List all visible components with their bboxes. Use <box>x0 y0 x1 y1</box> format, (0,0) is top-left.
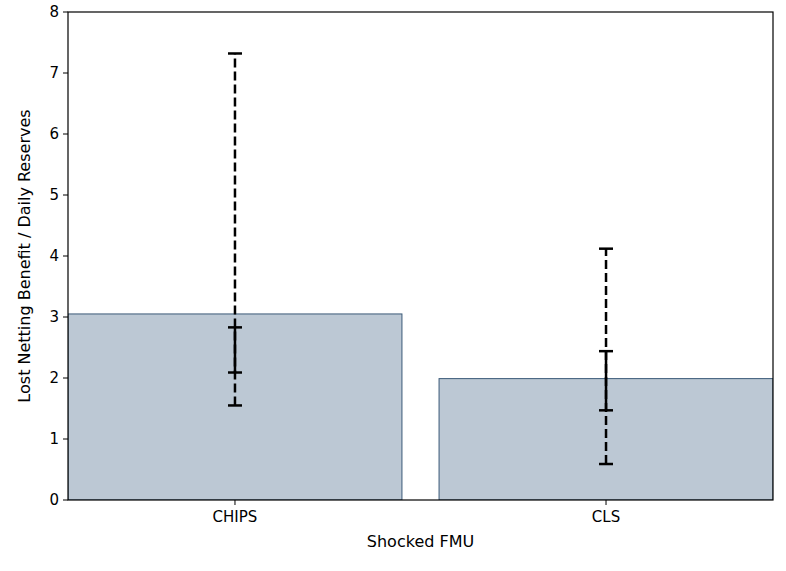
plot-frame <box>68 12 773 500</box>
inner-error-bar <box>228 327 242 372</box>
x-axis-label: Shocked FMU <box>367 532 474 551</box>
y-tick <box>63 378 68 379</box>
plot-area <box>68 53 773 500</box>
outer-error-bar <box>228 53 242 405</box>
y-tick-label: 2 <box>49 369 59 387</box>
y-tick-label: 3 <box>49 308 59 326</box>
y-tick <box>63 195 68 196</box>
y-tick <box>63 317 68 318</box>
x-tick <box>606 500 607 505</box>
inner-error-bar <box>599 351 613 410</box>
y-tick-label: 6 <box>49 125 59 143</box>
y-tick <box>63 12 68 13</box>
y-tick-label: 0 <box>49 491 59 509</box>
y-tick-label: 1 <box>49 430 59 448</box>
y-tick <box>63 500 68 501</box>
y-tick <box>63 256 68 257</box>
chart: 0 1 2 3 4 5 6 7 8 CHIPS CLS Shocked FMU Lost Netting… <box>0 0 786 571</box>
y-tick-label: 7 <box>49 64 59 82</box>
outer-error-bar <box>599 249 613 464</box>
x-tick-label: CHIPS <box>213 508 258 526</box>
y-tick <box>63 73 68 74</box>
y-tick-label: 4 <box>49 247 59 265</box>
y-tick-label: 8 <box>49 3 59 21</box>
x-tick <box>234 500 235 505</box>
y-tick <box>63 134 68 135</box>
y-tick <box>63 439 68 440</box>
x-tick-label: CLS <box>592 508 620 526</box>
bar <box>68 314 402 500</box>
y-tick-label: 5 <box>49 186 59 204</box>
y-axis-label: Lost Netting Benefit / Daily Reserves <box>15 109 34 402</box>
